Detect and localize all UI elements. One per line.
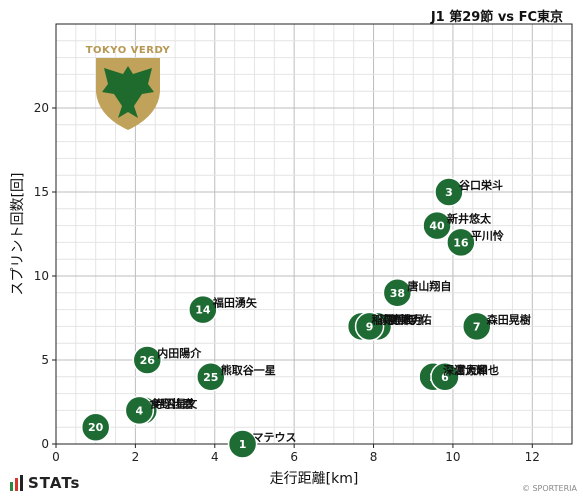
grid bbox=[55, 23, 573, 445]
point-number-label: 16 bbox=[453, 236, 469, 249]
scatter-point: 25 bbox=[196, 362, 226, 392]
point-name-label: 齋藤功佑 bbox=[387, 312, 432, 326]
data-points: 3401638141789726252654201谷口栄斗新井悠太平川怜唐山翔自… bbox=[80, 177, 531, 459]
point-name-label: 唐山翔自 bbox=[407, 279, 451, 293]
scatter-point: 7 bbox=[461, 311, 492, 342]
point-name-label: 食野壮磨 bbox=[149, 396, 194, 410]
point-number-label: 20 bbox=[88, 421, 104, 434]
scatter-point: 9 bbox=[354, 311, 385, 342]
x-tick-label: 10 bbox=[445, 450, 460, 464]
point-marker bbox=[124, 395, 155, 426]
scatter-point: 6 bbox=[430, 362, 460, 392]
x-axis-label: 走行距離[km] bbox=[270, 470, 359, 487]
point-marker bbox=[80, 412, 111, 442]
point-marker bbox=[188, 294, 218, 325]
point-marker bbox=[430, 362, 460, 392]
scatter-point: 14 bbox=[188, 294, 218, 325]
stats-logo: STATs bbox=[10, 474, 80, 492]
stats-bars-icon bbox=[10, 475, 23, 491]
point-marker bbox=[422, 210, 452, 241]
stats-wordmark: STATs bbox=[28, 474, 81, 492]
point-name-label: マテウス bbox=[253, 431, 297, 444]
x-tick-label: 4 bbox=[211, 450, 219, 464]
point-marker bbox=[227, 429, 258, 459]
point-name-label: 染野唯月 bbox=[380, 312, 424, 326]
scatter-point: 26 bbox=[132, 345, 163, 375]
point-name-label: 内田陽介 bbox=[157, 346, 202, 360]
y-tick-label: 5 bbox=[41, 353, 49, 367]
scatter-point: 38 bbox=[382, 278, 413, 308]
scatter-point: 40 bbox=[422, 210, 452, 241]
point-number-label: 25 bbox=[203, 371, 218, 384]
point-name-label: 稲見哲行 bbox=[372, 312, 416, 326]
point-number-label: 14 bbox=[195, 304, 211, 317]
point-name-label: 深澤大輝 bbox=[443, 363, 487, 377]
y-tick-label: 10 bbox=[34, 269, 49, 283]
point-number-label: 1 bbox=[239, 438, 247, 451]
point-number-label: 9 bbox=[366, 320, 374, 333]
y-tick-label: 0 bbox=[41, 437, 49, 451]
chart-title: J1 第29節 vs FC東京 bbox=[430, 10, 563, 25]
point-marker bbox=[354, 311, 385, 342]
point-name-label: 熊取谷一星 bbox=[221, 363, 276, 377]
point-number-label: 26 bbox=[140, 354, 156, 367]
point-number-label: 40 bbox=[429, 220, 445, 233]
scatter-point: 20 bbox=[80, 412, 111, 442]
point-name-label: 谷口栄斗 bbox=[459, 178, 503, 192]
point-number-label: 38 bbox=[390, 287, 405, 300]
crest-eagle bbox=[102, 66, 154, 118]
y-axis-label: スプリント回数[回] bbox=[10, 173, 26, 296]
copyright-notice: © SPORTERIA bbox=[521, 484, 577, 493]
point-marker bbox=[132, 345, 163, 375]
x-tick-label: 8 bbox=[370, 450, 378, 464]
point-number-label: 4 bbox=[136, 404, 144, 417]
x-tick-label: 0 bbox=[52, 450, 60, 464]
scatter-point: 1 bbox=[227, 429, 258, 459]
x-tick-label: 2 bbox=[132, 450, 140, 464]
plot-frame bbox=[55, 23, 573, 445]
point-marker bbox=[434, 177, 464, 207]
point-number-label: 3 bbox=[445, 186, 453, 199]
point-number-label: 7 bbox=[473, 320, 481, 333]
club-logo-text: TOKYO VERDY bbox=[86, 45, 171, 56]
point-name-label: 森田晃樹 bbox=[487, 312, 531, 326]
x-tick-label: 12 bbox=[525, 450, 540, 464]
club-crest-icon: TOKYO VERDY bbox=[86, 45, 171, 130]
point-name-label: 福田湧矢 bbox=[212, 296, 258, 310]
point-name-label: 寺沼星文 bbox=[153, 396, 198, 410]
point-name-label: 平川怜 bbox=[471, 228, 504, 242]
scatter-point: 4 bbox=[124, 395, 155, 426]
point-number-label: 6 bbox=[441, 371, 449, 384]
x-tick-label: 6 bbox=[290, 450, 298, 464]
point-marker bbox=[446, 227, 476, 258]
point-marker bbox=[461, 311, 492, 342]
scatter-point: 3 bbox=[434, 177, 464, 207]
scatter-point: 16 bbox=[446, 227, 476, 258]
point-marker bbox=[382, 278, 413, 308]
point-name-label: 宮原和也 bbox=[455, 363, 499, 377]
y-tick-label: 20 bbox=[34, 101, 49, 115]
y-tick-label: 15 bbox=[34, 185, 49, 199]
point-marker bbox=[196, 362, 226, 392]
point-name-label: 新井悠太 bbox=[447, 212, 492, 226]
